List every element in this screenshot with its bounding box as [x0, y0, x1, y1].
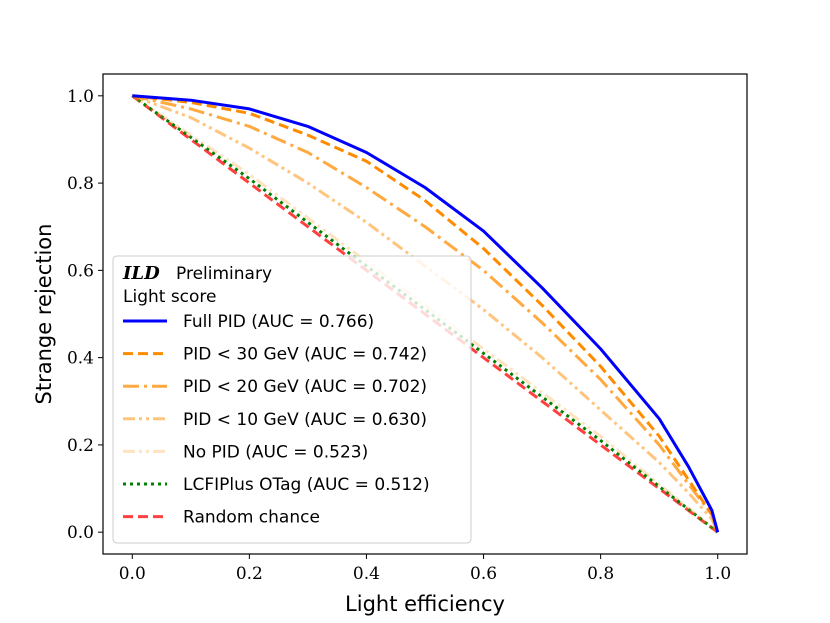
legend-label-4: No PID (AUC = 0.523) — [183, 442, 368, 462]
y-tick-label: 0.0 — [67, 523, 94, 543]
legend-brand: ILD — [122, 263, 160, 284]
y-tick-label: 0.2 — [67, 436, 94, 456]
y-axis-label: Strange rejection — [32, 224, 56, 405]
y-tick-label: 0.4 — [67, 349, 94, 369]
legend-title: Light score — [123, 287, 217, 307]
y-tick-label: 0.8 — [67, 174, 94, 194]
legend-label-2: PID < 20 GeV (AUC = 0.702) — [183, 377, 427, 397]
x-axis-label: Light efficiency — [345, 592, 505, 616]
series-line-2 — [131, 94, 720, 533]
legend-label-0: Full PID (AUC = 0.766) — [183, 312, 374, 332]
series-line-1 — [132, 94, 720, 533]
y-axis-ticks: 0.0 0.2 0.4 0.6 0.8 1.0 — [67, 87, 103, 543]
legend-label-1: PID < 30 GeV (AUC = 0.742) — [183, 345, 427, 365]
series-line-3 — [131, 94, 720, 533]
x-tick-label: 0.8 — [587, 564, 614, 584]
legend-label-5: LCFIPlus OTag (AUC = 0.512) — [183, 475, 430, 495]
x-tick-label: 0.2 — [236, 564, 263, 584]
x-tick-label: 0.4 — [353, 564, 380, 584]
legend-label-3: PID < 10 GeV (AUC = 0.630) — [183, 410, 427, 430]
legend-label-6: Random chance — [183, 508, 320, 528]
legend-entries: Full PID (AUC = 0.766) PID < 30 GeV (AUC … — [123, 312, 430, 528]
x-axis-ticks: 0.0 0.2 0.4 0.6 0.8 1.0 — [119, 554, 731, 584]
x-tick-label: 0.6 — [470, 564, 497, 584]
series-line-0 — [132, 94, 720, 533]
legend: ILD Preliminary Light score Full PID (AU… — [112, 255, 472, 544]
y-tick-label: 1.0 — [67, 87, 94, 107]
legend-subtitle: Preliminary — [176, 264, 272, 284]
x-tick-label: 1.0 — [704, 564, 731, 584]
legend-box — [112, 255, 472, 544]
plot-frame — [102, 73, 748, 555]
series-line-5 — [131, 94, 719, 534]
y-tick-label: 0.6 — [67, 261, 94, 281]
x-tick-label: 0.0 — [119, 564, 146, 584]
